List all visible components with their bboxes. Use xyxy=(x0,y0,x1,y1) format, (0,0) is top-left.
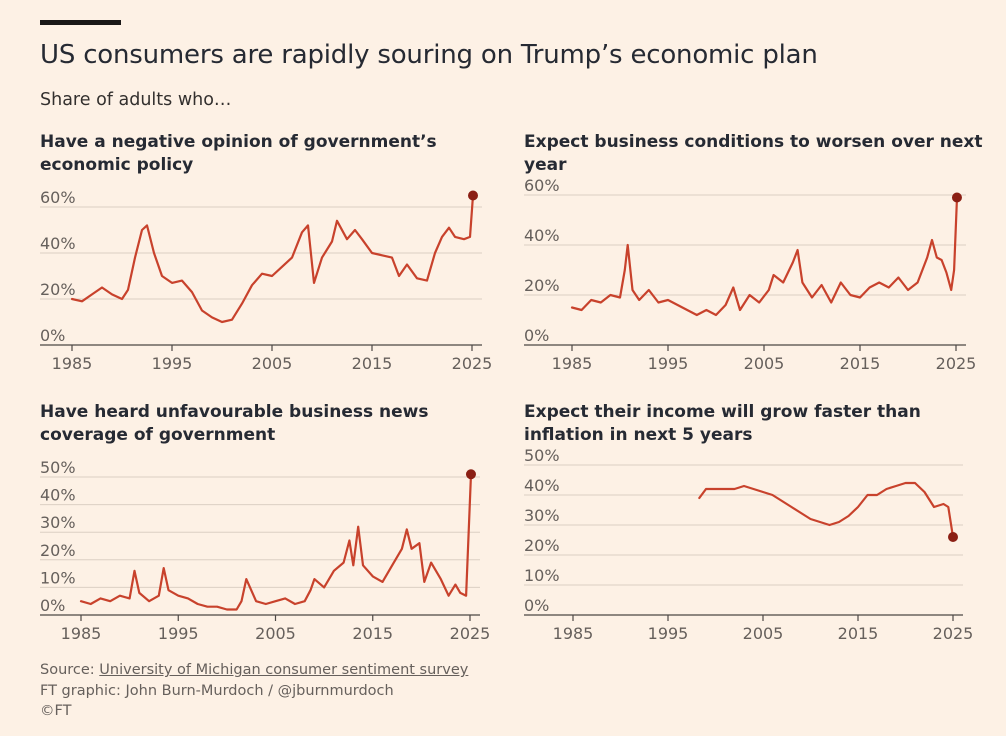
y-tick-label: 20% xyxy=(40,541,76,560)
chart-title: Expect their income will grow faster tha… xyxy=(524,402,921,445)
x-tick-label: 2015 xyxy=(352,354,393,373)
y-tick-label: 20% xyxy=(40,280,76,299)
y-tick-label: 60% xyxy=(524,176,560,195)
x-tick-label: 1985 xyxy=(553,624,594,643)
endpoint-marker xyxy=(468,190,478,201)
y-tick-label: 40% xyxy=(40,486,76,505)
y-tick-label: 0% xyxy=(524,326,549,345)
y-tick-label: 20% xyxy=(524,536,560,555)
y-tick-label: 0% xyxy=(524,596,549,615)
x-tick-label: 2005 xyxy=(744,354,785,373)
top-accent-bar xyxy=(40,20,121,25)
x-tick-label: 1985 xyxy=(52,354,93,373)
line-chart: 0% 10% 20% 30% 40% 50% 1985 1995 2005 2015 2025 xyxy=(40,458,491,643)
y-tick-label: 50% xyxy=(524,446,560,465)
chart-panel-negative-opinion: Have a negative opinion of government’s … xyxy=(40,131,510,391)
source-prefix: Source: xyxy=(40,662,100,678)
y-tick-label: 30% xyxy=(40,513,76,532)
copyright: ©FT xyxy=(40,703,72,719)
chart-title: Have a negative opinion of government’s … xyxy=(40,132,437,175)
chart-title: Expect business conditions to worsen ove… xyxy=(524,132,983,175)
y-tick-label: 60% xyxy=(40,188,76,207)
y-tick-label: 0% xyxy=(40,596,65,615)
x-tick-label: 2015 xyxy=(352,624,393,643)
footer: Source: University of Michigan consumer … xyxy=(40,660,468,722)
endpoint-marker xyxy=(951,192,962,203)
line-chart: 0% 10% 20% 30% 40% 50% 1985 1995 2005 2015 2025 xyxy=(524,446,974,643)
series-line xyxy=(698,481,955,539)
chart-panel-unfavourable-news: Have heard unfavourable business news co… xyxy=(40,401,510,661)
x-tick-label: 2025 xyxy=(450,624,491,643)
y-tick-label: 40% xyxy=(524,476,560,495)
credit-line: FT graphic: John Burn-Murdoch / @jburnmu… xyxy=(40,682,394,699)
y-tick-label: 50% xyxy=(40,458,76,477)
x-tick-label: 2025 xyxy=(936,354,977,373)
y-tick-label: 40% xyxy=(40,234,76,253)
chart-panel-income-growth: Expect their income will grow faster tha… xyxy=(524,401,994,661)
series-line xyxy=(70,194,475,324)
y-tick-label: 0% xyxy=(40,326,65,345)
y-tick-label: 10% xyxy=(524,566,560,585)
page-subtitle: Share of adults who… xyxy=(40,90,232,110)
x-tick-label: 2005 xyxy=(255,624,296,643)
series-line xyxy=(79,473,473,611)
endpoint-marker xyxy=(465,469,476,480)
series-line xyxy=(570,196,959,317)
x-tick-label: 2025 xyxy=(933,624,974,643)
page-title: US consumers are rapidly souring on Trum… xyxy=(40,40,818,70)
x-tick-label: 2015 xyxy=(840,354,881,373)
x-tick-label: 2025 xyxy=(452,354,493,373)
source-link[interactable]: University of Michigan consumer sentimen… xyxy=(99,662,469,678)
chart-panel-business-conditions: Expect business conditions to worsen ove… xyxy=(524,131,994,391)
line-chart: 0% 20% 40% 60% 1985 1995 2005 2015 2025 xyxy=(524,176,977,373)
chart-title: Have heard unfavourable business news co… xyxy=(40,402,429,445)
endpoint-marker xyxy=(948,532,958,542)
x-tick-label: 1985 xyxy=(61,624,102,643)
line-chart: 0% 20% 40% 60% 1985 1995 2005 2015 2025 xyxy=(40,188,493,373)
x-tick-label: 1985 xyxy=(552,354,593,373)
x-tick-label: 1995 xyxy=(648,624,689,643)
x-tick-label: 1995 xyxy=(648,354,689,373)
y-tick-label: 30% xyxy=(524,506,560,525)
x-tick-label: 2005 xyxy=(743,624,784,643)
x-tick-label: 1995 xyxy=(152,354,193,373)
x-tick-label: 1995 xyxy=(158,624,199,643)
source-line: Source: University of Michigan consumer … xyxy=(40,660,468,681)
y-tick-label: 20% xyxy=(524,276,560,295)
y-tick-label: 10% xyxy=(40,568,76,587)
y-tick-label: 40% xyxy=(524,226,560,245)
x-tick-label: 2005 xyxy=(252,354,293,373)
x-tick-label: 2015 xyxy=(838,624,879,643)
